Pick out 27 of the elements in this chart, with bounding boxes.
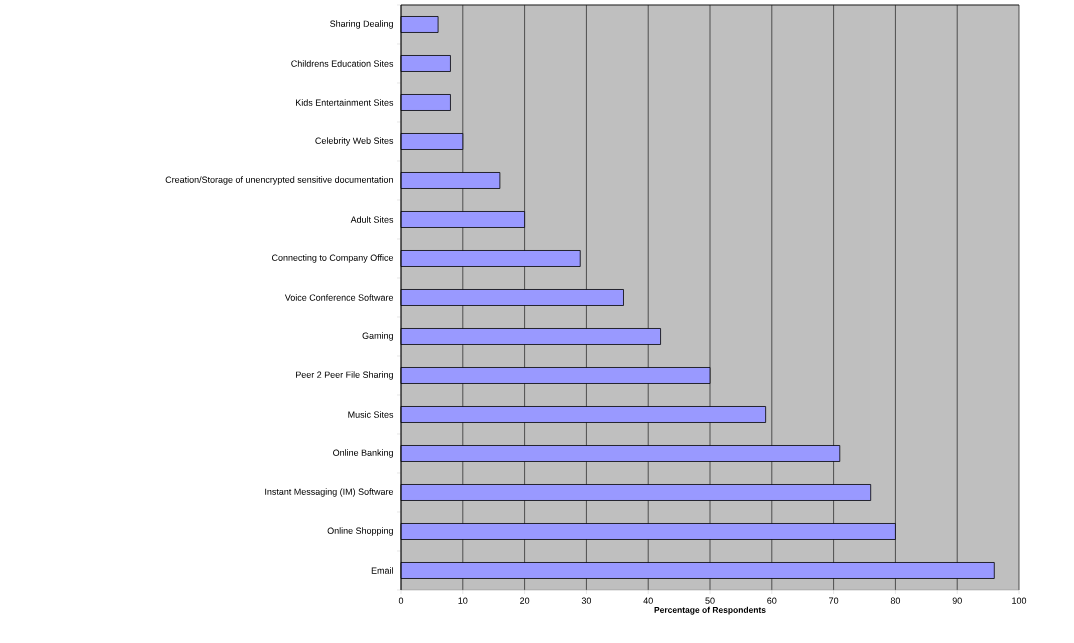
x-tick-label: 20	[520, 597, 530, 604]
y-tick-label: Sharing Dealing	[330, 20, 393, 29]
x-tick-label: 0	[398, 597, 404, 604]
y-tick-label: Adult Sites	[350, 216, 394, 223]
x-axis-title: Percentage of Respondents	[654, 606, 766, 615]
y-tick-label: Connecting to Company Office	[272, 254, 394, 263]
x-tick-label: 50	[705, 597, 715, 604]
y-tick-label: Gaming	[362, 332, 393, 341]
x-tick-label: 100	[1012, 597, 1027, 604]
y-tick-label: Voice Conference Software	[284, 294, 394, 301]
y-tick-label: Creation/Storage of unencrypted sensitive documentation	[165, 176, 393, 185]
y-tick-label: Online Banking	[333, 449, 393, 458]
y-tick-label: Online Shopping	[327, 527, 393, 536]
y-tick-label: Music Sites	[348, 411, 394, 418]
x-tick-label: 10	[458, 597, 468, 604]
x-tick-label: 40	[643, 597, 653, 604]
y-tick-label: Celebrity Web Sites	[315, 137, 394, 146]
y-tick-label: Peer 2 Peer File Sharing	[296, 371, 393, 380]
y-tick-label: Childrens Education Sites	[291, 60, 394, 67]
x-tick-label: 80	[890, 597, 901, 604]
x-tick-label: 70	[829, 597, 839, 604]
x-tick-label: 30	[581, 597, 592, 604]
y-tick-label: Kids Entertainment Sites	[296, 99, 394, 106]
x-tick-label: 60	[767, 597, 777, 604]
y-tick-label: Email	[371, 567, 393, 574]
x-tick-label: 90	[952, 597, 962, 604]
y-tick-label: Instant Messaging (IM) Software	[265, 488, 394, 497]
